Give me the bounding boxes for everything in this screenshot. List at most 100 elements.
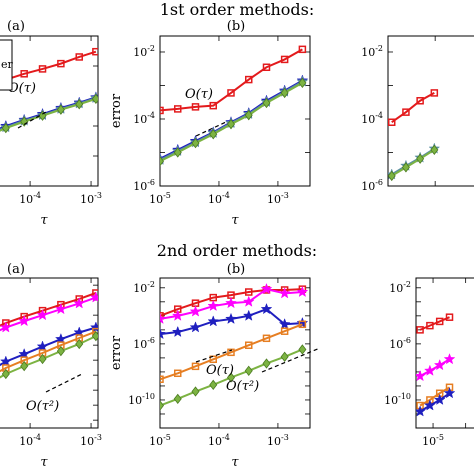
data-point (423, 399, 436, 411)
x-tick-label: 10-3 (267, 191, 289, 206)
data-point (207, 315, 220, 327)
data-point (260, 282, 273, 295)
data-point (280, 55, 289, 64)
y-axis-label: error (109, 335, 124, 370)
data-point (296, 316, 309, 329)
data-point (416, 97, 424, 105)
order-annotation: O(τ²) (26, 399, 59, 414)
series-layer (160, 282, 309, 411)
data-point (38, 65, 47, 73)
order-annotation: O(τ²) (226, 379, 259, 394)
chart-panel-6: 10-5 10-10 10-6 10-2 (384, 277, 474, 448)
series-line-2 (419, 358, 451, 378)
data-point (0, 321, 12, 333)
data-point (209, 379, 218, 390)
y-tick-label: 10-2 (389, 280, 411, 295)
data-point (18, 314, 31, 327)
reference-slope-line (261, 347, 321, 373)
panel-label: (b) (227, 262, 245, 277)
data-point (416, 326, 424, 334)
data-point (160, 312, 164, 320)
series-line-3 (419, 386, 451, 407)
data-point (388, 118, 396, 126)
data-point (423, 364, 436, 376)
data-point (171, 309, 184, 321)
data-point (262, 334, 271, 343)
data-point (89, 291, 98, 303)
data-point (75, 53, 83, 61)
x-tick-label: 10-3 (267, 433, 289, 448)
data-point (242, 295, 255, 307)
data-point (225, 312, 237, 324)
y-tick-label: 10-10 (384, 392, 411, 407)
legend-box (0, 39, 13, 91)
data-point (209, 129, 218, 140)
data-point (402, 108, 410, 116)
series-layer (160, 45, 309, 167)
data-point (36, 308, 49, 321)
data-point (416, 153, 425, 164)
data-point (226, 372, 236, 383)
y-tick-label: 10-10 (128, 392, 155, 407)
y-tick-label: 10-4 (361, 111, 383, 126)
row-title-second-order: 2nd order methods: (157, 241, 317, 260)
data-point (278, 287, 291, 299)
data-point (260, 302, 273, 315)
data-point (280, 87, 289, 99)
x-axis-label: τ (231, 213, 239, 228)
data-point (280, 351, 289, 362)
data-point (0, 355, 12, 367)
x-tick-label: 10-4 (208, 191, 230, 206)
data-point (91, 330, 98, 342)
reference-slope-line (195, 349, 233, 363)
data-point (173, 393, 182, 405)
data-point (227, 348, 235, 357)
legend-text: er (1, 58, 14, 71)
series-line-3 (391, 148, 435, 177)
x-axis-label: τ (40, 213, 48, 228)
data-point (278, 318, 291, 330)
x-tick-label: 10-4 (208, 433, 230, 448)
data-point (262, 97, 271, 109)
data-point (173, 105, 182, 113)
y-tick-label: 10-2 (361, 44, 383, 59)
data-point (430, 89, 439, 97)
reference-slope-line (17, 111, 47, 129)
data-point (191, 138, 200, 149)
order-annotation: O(τ) (8, 81, 36, 96)
plot-frame (159, 277, 311, 429)
data-point (75, 338, 84, 350)
y-tick-label: 10-6 (389, 336, 411, 351)
order-annotation: O(τ) (206, 363, 234, 378)
data-point (160, 106, 164, 115)
data-point (57, 59, 65, 68)
data-point (191, 362, 200, 371)
data-point (91, 93, 98, 105)
plot-frame (0, 35, 99, 187)
plot-frame (0, 277, 99, 429)
data-point (160, 156, 165, 167)
data-point (227, 89, 235, 97)
data-point (160, 375, 164, 384)
data-point (226, 119, 236, 130)
x-tick-label: 10-5 (422, 433, 444, 448)
data-point (280, 327, 289, 335)
data-point (388, 170, 396, 182)
data-point (191, 103, 200, 111)
plot-frame (159, 35, 311, 187)
series-layer (416, 313, 456, 417)
row-title-first-order: 1st order methods: (160, 0, 314, 19)
data-point (20, 70, 28, 78)
data-point (75, 99, 84, 110)
data-point (242, 309, 255, 321)
series-layer (0, 289, 98, 380)
panel-label: (b) (227, 19, 245, 34)
series-line-1 (391, 92, 435, 124)
data-point (430, 144, 439, 155)
data-point (160, 312, 166, 324)
data-point (207, 299, 220, 312)
data-point (262, 63, 271, 72)
data-point (443, 353, 456, 365)
chart-panel-2: 10-5 10-4 10-3 10-6 10-4 10-2 τ error (b) O(τ) (109, 19, 311, 228)
data-point (225, 296, 237, 309)
